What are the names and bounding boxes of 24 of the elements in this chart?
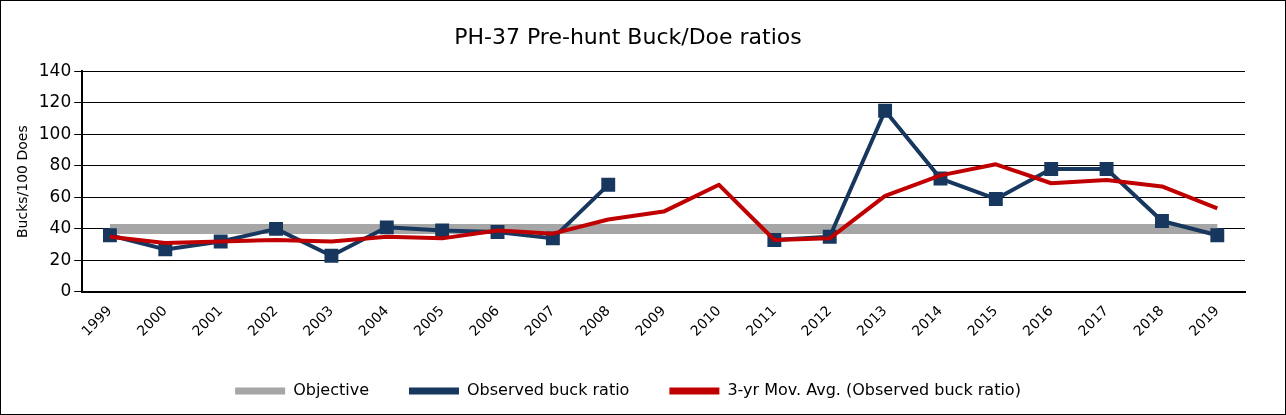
y-tick-label: 120 — [38, 91, 72, 112]
point — [601, 177, 616, 192]
point — [1155, 214, 1169, 228]
y-tick-label: 140 — [38, 59, 72, 80]
point — [324, 248, 339, 263]
y-tick-label: 100 — [38, 122, 72, 143]
point — [269, 221, 283, 236]
point — [379, 220, 394, 235]
point — [1099, 162, 1114, 177]
chart-title: PH-37 Pre-hunt Buck/Doe ratios — [454, 23, 802, 49]
y-tick-label: 60 — [49, 185, 72, 206]
y-axis-title: Bucks/100 Does — [14, 125, 31, 239]
y-tick-label: 0 — [60, 280, 72, 301]
legend-label: Observed buck ratio — [466, 380, 630, 400]
y-tick-label: 40 — [49, 217, 72, 238]
point — [988, 192, 1003, 206]
y-tick-label: 20 — [49, 248, 72, 269]
point — [1044, 162, 1059, 177]
point — [878, 103, 893, 118]
y-tick-label: 80 — [49, 154, 72, 175]
legend-label: 3-yr Mov. Avg. (Observed buck ratio) — [727, 380, 1021, 400]
legend-label: Objective — [293, 380, 369, 400]
point — [435, 223, 450, 238]
point — [1210, 228, 1225, 243]
